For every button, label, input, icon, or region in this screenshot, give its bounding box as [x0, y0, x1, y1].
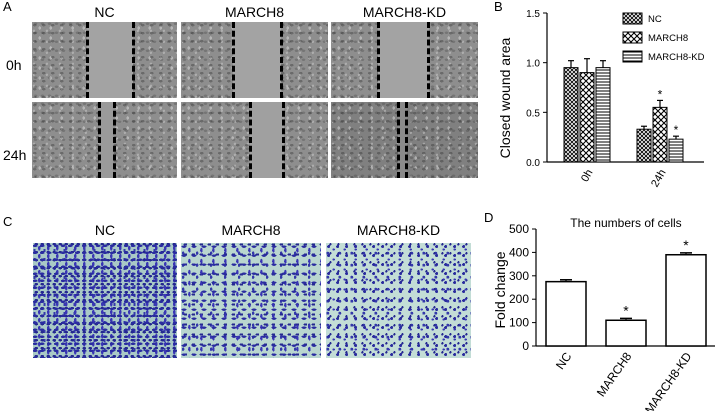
- wound-image-march8-0h: [181, 22, 328, 98]
- wound-image-nc-24h: [32, 102, 177, 178]
- cell-count-ylabel: Fold change: [492, 251, 508, 328]
- bar-march8-24h: [652, 106, 668, 163]
- bar-nc: [545, 280, 587, 347]
- y-tick-label: 200: [509, 292, 529, 306]
- x-tick-label-24h: 24h: [649, 168, 669, 190]
- legend-label-nc: NC: [648, 14, 662, 25]
- y-tick-label: 500: [509, 222, 529, 236]
- bar-nc-0h: [563, 67, 579, 163]
- bar-march8-kd: [665, 253, 707, 347]
- wound-area-ylabel: Closed wound area: [497, 37, 513, 158]
- legend-swatch-nc: [622, 12, 643, 25]
- wound-area-chart: Closed wound area 0.0 0.5 1.0 1.5 0h 24h * * NC M…: [497, 9, 705, 189]
- bar-nc-24h: [636, 128, 652, 163]
- transwell-image-march8: [181, 243, 321, 358]
- bar-march8: [605, 319, 647, 347]
- transwell-image-nc: [33, 243, 177, 358]
- legend-swatch-march8-kd: [622, 50, 643, 63]
- transwell-col-label-nc: NC: [94, 222, 116, 238]
- legend-label-march8-kd: MARCH8-KD: [648, 52, 705, 63]
- significance-mark: *: [658, 87, 663, 101]
- cell-count-title: The numbers of cells: [570, 216, 681, 230]
- y-tick-label: 100: [509, 316, 529, 330]
- significance-mark: *: [683, 237, 689, 253]
- wound-image-march8-kd-24h: [331, 102, 478, 178]
- x-tick-label-march8: MARCH8: [594, 349, 635, 399]
- bar-march8-kd-24h: [668, 138, 684, 163]
- panel-label-c: C: [3, 214, 13, 229]
- cell-count-plot: 0 100 200 300 400 500 NC * MARCH8 * MARCH8-KD: [509, 222, 715, 411]
- x-tick-label-march8-kd: MARCH8-KD: [642, 349, 695, 411]
- significance-mark: *: [623, 302, 629, 318]
- y-tick-label: 400: [509, 245, 529, 259]
- wound-col-label-nc: NC: [94, 4, 115, 20]
- panel-label-b: B: [494, 0, 503, 14]
- wound-image-march8-24h: [181, 102, 328, 178]
- x-tick-label-0h: 0h: [579, 168, 596, 185]
- panel-label-a: A: [3, 0, 12, 14]
- wound-image-march8-kd-0h: [331, 22, 478, 98]
- bar-march8-0h: [579, 72, 595, 163]
- y-tick-label: 1.0: [526, 59, 540, 70]
- wound-col-label-march8: MARCH8: [224, 4, 285, 20]
- y-tick-label: 1.5: [526, 9, 540, 20]
- x-tick-label-nc: NC: [553, 349, 575, 372]
- transwell-col-label-march8-kd: MARCH8-KD: [356, 222, 441, 238]
- y-tick-label: 0.5: [526, 108, 540, 119]
- bar-march8-kd-0h: [595, 67, 611, 163]
- y-tick-label: 0: [522, 339, 529, 353]
- transwell-image-march8-kd: [326, 243, 471, 358]
- y-tick-label: 0.0: [526, 158, 540, 169]
- wound-row-label-0h: 0h: [6, 57, 22, 73]
- panel-label-d: D: [484, 210, 494, 225]
- transwell-col-label-march8: MARCH8: [221, 222, 281, 238]
- legend-swatch-march8: [622, 31, 643, 44]
- legend-label-march8: MARCH8: [648, 33, 688, 44]
- y-tick-label: 300: [509, 269, 529, 283]
- wound-col-label-march8-kd: MARCH8-KD: [362, 4, 447, 20]
- wound-image-nc-0h: [32, 22, 177, 98]
- cell-count-chart: The numbers of cells Fold change 0 100 200…: [492, 216, 715, 411]
- wound-row-label-24h: 24h: [3, 147, 27, 163]
- wound-area-plot: 0.0 0.5 1.0 1.5 0h 24h * * NC MARCH8 MARCH8-KD: [526, 9, 705, 189]
- significance-mark: *: [674, 123, 679, 137]
